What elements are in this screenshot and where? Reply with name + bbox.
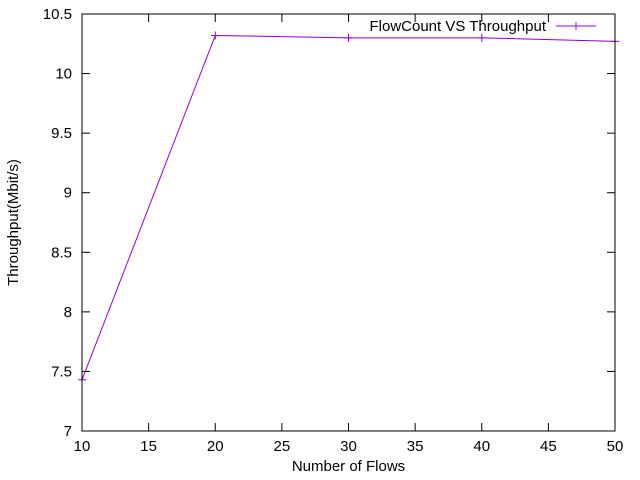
legend-label: FlowCount VS Throughput [370, 18, 547, 35]
y-axis-label: Throughput(Mbit/s) [5, 159, 22, 286]
axis-ticks [81, 13, 616, 432]
y-tick-label: 8 [64, 304, 72, 321]
x-axis-label: Number of Flows [292, 458, 405, 475]
x-tick-label: 45 [540, 438, 557, 455]
x-tick-label: 15 [140, 438, 157, 455]
x-tick-label: 50 [607, 438, 624, 455]
y-tick-label: 9 [64, 185, 72, 202]
x-tick-label: 25 [274, 438, 291, 455]
y-tick-label: 7.5 [51, 363, 72, 380]
y-tick-label: 10.5 [43, 6, 72, 23]
series-line [81, 34, 616, 380]
x-tick-label: 30 [340, 438, 357, 455]
data-point-marker [477, 33, 486, 42]
x-tick-labels: 10 15 20 25 30 35 40 45 50 [74, 438, 624, 455]
y-tick-label: 8.5 [51, 244, 72, 261]
series-layer [78, 31, 619, 384]
plot-frame [81, 13, 616, 432]
x-tick-label: 35 [407, 438, 424, 455]
data-point-marker [211, 31, 220, 40]
x-tick-label: 20 [207, 438, 224, 455]
y-tick-label: 7 [64, 423, 72, 440]
x-tick-label: 40 [473, 438, 490, 455]
legend: FlowCount VS Throughput [370, 18, 596, 35]
legend-marker [572, 22, 580, 30]
y-tick-label: 9.5 [51, 125, 72, 142]
x-tick-label: 10 [74, 438, 91, 455]
data-point-marker [344, 33, 353, 42]
y-tick-labels: 7 7.5 8 8.5 9 9.5 10 10.5 [43, 6, 72, 440]
y-tick-label: 10 [55, 66, 72, 83]
